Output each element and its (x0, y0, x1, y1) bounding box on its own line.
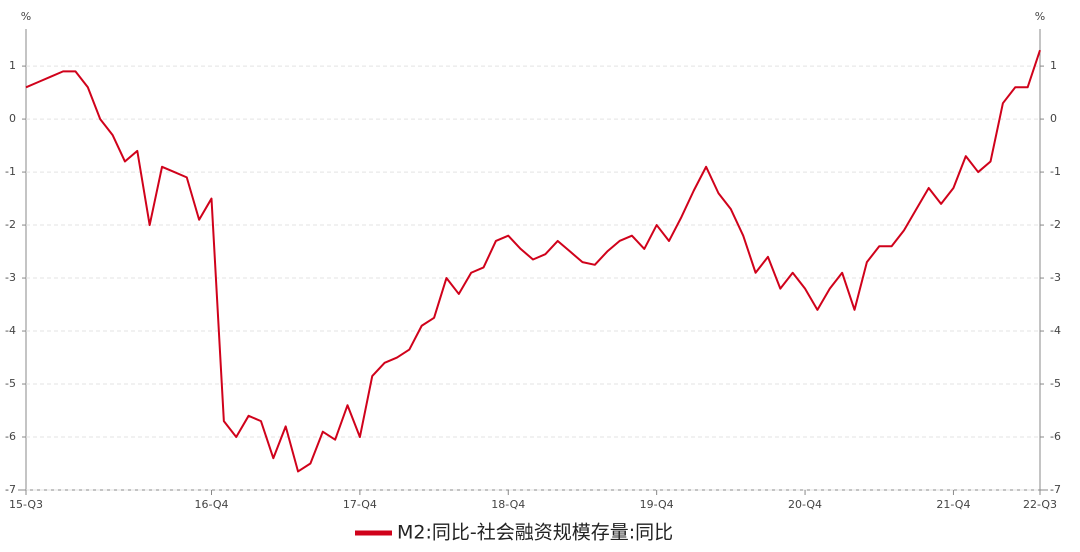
x-tick-label: 21-Q4 (936, 498, 970, 511)
x-tick-label: 17-Q4 (343, 498, 377, 511)
y2-tick-label: -3 (1050, 271, 1061, 284)
x-tick-label: 22-Q3 (1023, 498, 1057, 511)
y-tick-label: 1 (9, 59, 16, 72)
y-unit-right: % (1035, 10, 1045, 23)
x-tick-label: 19-Q4 (640, 498, 674, 511)
y2-tick-label: 1 (1050, 59, 1057, 72)
y-unit-left: % (21, 10, 31, 23)
y-tick-label: -1 (5, 165, 16, 178)
y2-tick-label: -6 (1050, 430, 1061, 443)
y-tick-label: -3 (5, 271, 16, 284)
y-tick-label: -4 (5, 324, 16, 337)
data-line (25, 49, 1041, 473)
legend-label: M2:同比-社会融资规模存量:同比 (397, 522, 673, 544)
y2-tick-label: -2 (1050, 218, 1061, 231)
x-tick-label: 20-Q4 (788, 498, 822, 511)
x-tick-label: 15-Q3 (9, 498, 43, 511)
y-tick-label: -6 (5, 430, 16, 443)
y-tick-label: -5 (5, 377, 16, 390)
y-tick-label: 0 (9, 112, 16, 125)
y-tick-label: -2 (5, 218, 16, 231)
y2-tick-label: -5 (1050, 377, 1061, 390)
x-tick-label: 16-Q4 (194, 498, 228, 511)
y2-tick-label: -4 (1050, 324, 1061, 337)
y2-tick-label: -1 (1050, 165, 1061, 178)
x-tick-label: 18-Q4 (491, 498, 525, 511)
y-tick-label: -7 (5, 483, 16, 496)
y2-tick-label: 0 (1050, 112, 1057, 125)
y2-tick-label: -7 (1050, 483, 1061, 496)
